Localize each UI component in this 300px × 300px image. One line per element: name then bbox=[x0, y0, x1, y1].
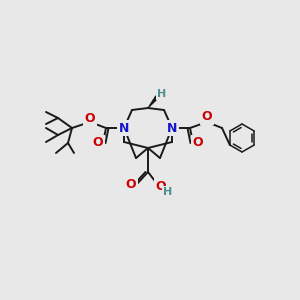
Text: H: H bbox=[164, 187, 172, 197]
Text: O: O bbox=[202, 110, 212, 124]
Text: O: O bbox=[156, 179, 166, 193]
Text: N: N bbox=[119, 122, 129, 134]
Text: O: O bbox=[85, 112, 95, 124]
Text: H: H bbox=[158, 89, 166, 99]
Text: O: O bbox=[126, 178, 136, 191]
Text: O: O bbox=[93, 136, 103, 149]
Text: N: N bbox=[167, 122, 177, 134]
Text: O: O bbox=[193, 136, 203, 149]
